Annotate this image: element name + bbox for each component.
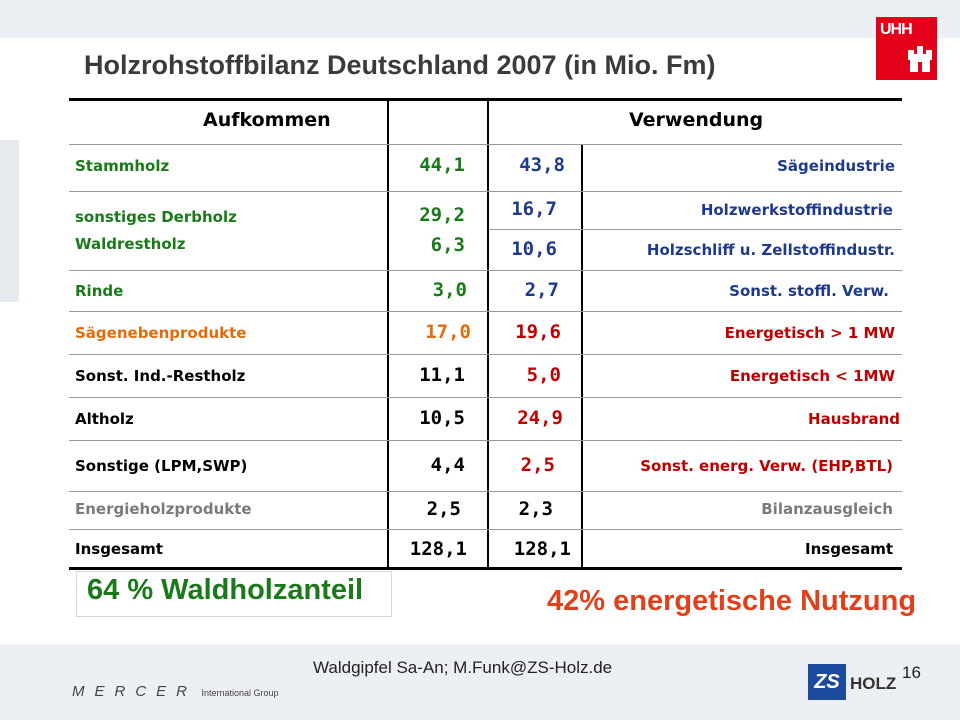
row-source-label: Sägenebenprodukte <box>75 324 247 342</box>
mercer-logo-text: MERCER <box>72 683 198 700</box>
slide-title: Holzrohstoffbilanz Deutschland 2007 (in … <box>84 50 716 80</box>
row-use-value: 16,7 <box>511 198 557 220</box>
top-band <box>0 0 960 38</box>
forest-share-text: 64 % Waldholzanteil <box>87 574 364 606</box>
row-divider <box>69 529 902 530</box>
row-use-label: Hausbrand <box>808 410 900 428</box>
balance-table: Aufkommen Verwendung Stammholz 44,1 43,8… <box>69 98 902 570</box>
column-divider-center <box>487 101 489 567</box>
row-divider <box>489 229 902 230</box>
forest-share-callout: 64 % Waldholzanteil <box>76 571 392 617</box>
row-source-label: Stammholz <box>75 157 170 175</box>
row-source-label: Altholz <box>75 410 134 428</box>
row-use-value: 24,9 <box>517 407 563 429</box>
row-source-value: 6,3 <box>430 234 465 256</box>
row-divider <box>69 270 902 271</box>
row-source-label: Insgesamt <box>75 540 163 558</box>
row-divider <box>69 491 902 492</box>
row-source-value: 17,0 <box>425 321 471 343</box>
row-divider <box>69 311 902 312</box>
footer-band <box>0 644 960 720</box>
castle-icon <box>908 46 932 72</box>
mercer-logo: MERCER International Group <box>72 683 279 701</box>
row-source-label: sonstiges Derbholz <box>75 208 237 226</box>
side-bar <box>0 140 19 302</box>
row-use-label: Energetisch < 1MW <box>729 367 895 385</box>
row-use-label: Energetisch > 1 MW <box>724 324 895 342</box>
row-use-label: Holzwerkstoffindustrie <box>700 201 893 219</box>
row-divider <box>69 144 902 145</box>
row-source-label: Rinde <box>75 282 124 300</box>
row-source-value: 44,1 <box>419 154 465 176</box>
header-aufkommen: Aufkommen <box>203 109 331 131</box>
row-use-label: Sonst. stoffl. Verw. <box>729 282 889 300</box>
row-divider <box>69 440 902 441</box>
header-verwendung: Verwendung <box>629 109 764 131</box>
table-rule-top <box>69 98 902 101</box>
zs-logo: ZS <box>808 664 846 700</box>
row-use-value: 43,8 <box>519 154 565 176</box>
row-divider <box>69 354 902 355</box>
column-divider-left <box>387 101 389 567</box>
row-use-value: 2,7 <box>524 279 559 301</box>
row-use-label: Sägeindustrie <box>777 157 895 175</box>
row-divider <box>69 397 902 398</box>
row-source-label: Energieholzprodukte <box>75 500 252 518</box>
zs-holz-text: HOLZ <box>850 674 897 693</box>
uhh-logo: UHH <box>876 17 937 80</box>
row-source-value: 2,5 <box>426 498 461 520</box>
row-use-value: 10,6 <box>511 238 557 260</box>
row-source-value: 11,1 <box>419 364 465 386</box>
row-source-value: 29,2 <box>419 204 465 226</box>
row-source-label: Waldrestholz <box>75 235 186 253</box>
table-rule-bottom <box>69 567 902 570</box>
row-source-label: Sonstige (LPM,SWP) <box>75 457 248 475</box>
row-use-value: 5,0 <box>526 364 561 386</box>
row-use-label: Insgesamt <box>805 540 893 558</box>
row-source-value: 4,4 <box>430 454 465 476</box>
energy-use-callout: 42% energetische Nutzung <box>547 585 917 617</box>
row-use-value: 2,5 <box>520 454 555 476</box>
row-source-value: 128,1 <box>409 538 467 560</box>
row-use-label: Holzschliff u. Zellstoffindustr. <box>646 241 895 259</box>
row-use-label: Sonst. energ. Verw. (EHP,BTL) <box>640 457 893 475</box>
row-source-value: 10,5 <box>419 407 465 429</box>
row-source-label: Sonst. Ind.-Restholz <box>75 367 246 385</box>
row-divider <box>69 191 902 192</box>
column-divider-right <box>581 144 583 567</box>
row-use-value: 19,6 <box>515 321 561 343</box>
row-use-value: 128,1 <box>513 538 571 560</box>
footer-text: Waldgipfel Sa-An; M.Funk@ZS-Holz.de <box>313 658 613 677</box>
row-use-value: 2,3 <box>518 498 553 520</box>
row-source-value: 3,0 <box>432 279 467 301</box>
uhh-logo-text: UHH <box>880 21 913 38</box>
row-use-label: Bilanzausgleich <box>761 500 893 518</box>
page-number: 16 <box>902 663 921 682</box>
mercer-logo-subtext: International Group <box>201 688 279 698</box>
